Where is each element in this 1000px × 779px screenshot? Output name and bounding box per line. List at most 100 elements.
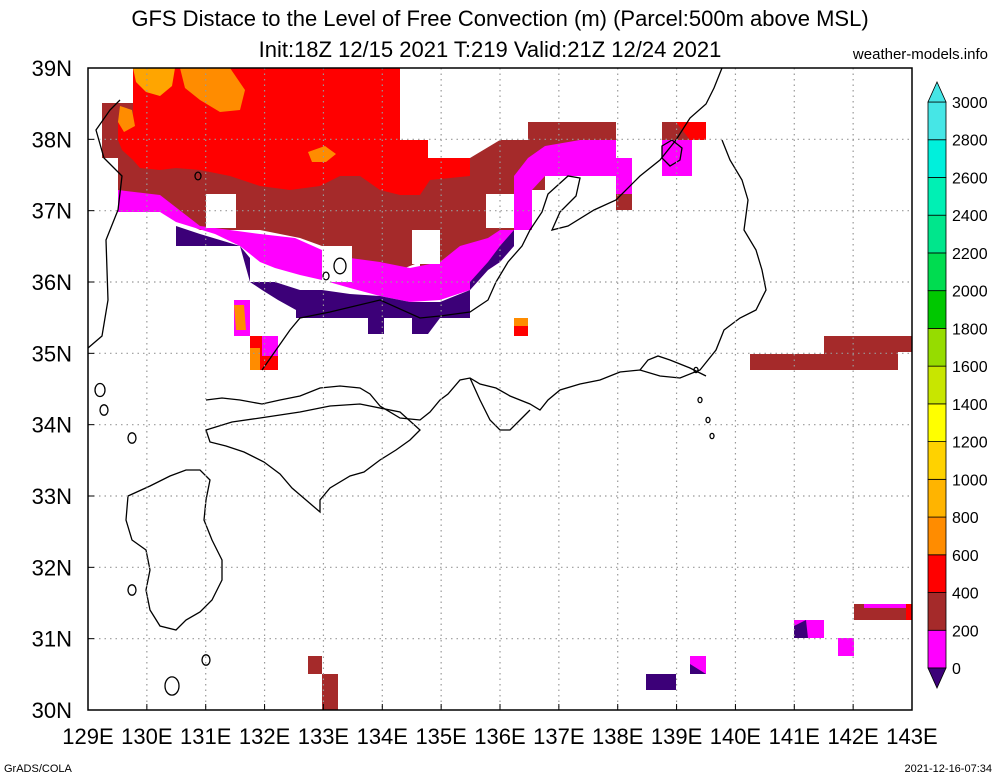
island xyxy=(693,366,699,374)
map-frame xyxy=(87,67,913,711)
field-region xyxy=(133,68,175,96)
coast-segment xyxy=(125,469,223,631)
footer-software: GrADS/COLA xyxy=(4,763,72,775)
island xyxy=(201,654,211,666)
field-region xyxy=(676,122,706,140)
field-region xyxy=(690,664,706,674)
coast-segment xyxy=(205,139,767,421)
island xyxy=(99,404,109,416)
colorbar-cell xyxy=(927,139,947,178)
missing-cell xyxy=(412,230,440,264)
lat-label: 31N xyxy=(32,627,72,652)
field-region xyxy=(514,318,528,328)
lat-label: 37N xyxy=(32,199,72,224)
field-region xyxy=(646,674,676,690)
lat-label: 39N xyxy=(32,56,72,81)
map-title: GFS Distace to the Level of Free Convect… xyxy=(131,6,869,31)
lon-label: 139E xyxy=(651,724,702,749)
colorbar-label: 2800 xyxy=(952,133,988,150)
island xyxy=(705,416,711,424)
field-region xyxy=(118,190,514,302)
field-region xyxy=(514,140,632,230)
colorbar-cell xyxy=(927,403,947,443)
island xyxy=(322,271,330,281)
colorbar-label: 1000 xyxy=(952,472,988,489)
island xyxy=(194,171,202,181)
longitude-labels: 129E 130E 131E 132E 133E 134E 135E 136E 137E 138E… xyxy=(62,724,937,749)
lon-label: 136E xyxy=(474,724,525,749)
colorbar-cell xyxy=(927,327,947,367)
coast-segment xyxy=(469,377,531,431)
colorbar-label: 2000 xyxy=(952,284,988,301)
field-region xyxy=(250,348,260,370)
island xyxy=(94,382,106,398)
site-credit: weather-models.info xyxy=(852,46,988,63)
colorbar-min-arrow xyxy=(927,667,947,689)
colorbar-label: 2400 xyxy=(952,208,988,225)
footer-timestamp: 2021-12-16-07:34 xyxy=(904,763,992,775)
colorbar-label: 600 xyxy=(952,548,979,565)
field-region xyxy=(864,604,906,608)
colorbar-cell xyxy=(927,101,947,141)
lat-label: 33N xyxy=(32,484,72,509)
island xyxy=(333,257,347,275)
colorbar-cell xyxy=(927,554,947,593)
colorbar-cell xyxy=(927,290,947,329)
colorbar-max-arrow xyxy=(927,81,947,103)
lon-label: 131E xyxy=(180,724,231,749)
coast-segment xyxy=(639,355,707,377)
lon-label: 142E xyxy=(827,724,878,749)
island xyxy=(127,584,137,596)
colorbar-cell xyxy=(927,441,947,480)
island xyxy=(709,432,715,440)
colorbar-cell xyxy=(927,592,947,631)
lat-label: 38N xyxy=(32,127,72,152)
field-region xyxy=(322,674,338,710)
coastline xyxy=(87,67,767,696)
field-region xyxy=(794,620,808,638)
colorbar-label: 3000 xyxy=(952,95,988,112)
missing-cell xyxy=(88,296,116,306)
lon-label: 134E xyxy=(357,724,408,749)
lat-label: 36N xyxy=(32,270,72,295)
lon-label: 143E xyxy=(886,724,937,749)
lon-label: 138E xyxy=(592,724,643,749)
coast-segment xyxy=(261,67,723,371)
field-region xyxy=(118,106,135,132)
colorbar-label: 200 xyxy=(952,623,979,640)
colorbar-label: 1200 xyxy=(952,435,988,452)
missing-cell xyxy=(322,246,352,282)
coast-segment xyxy=(87,99,123,349)
lat-label: 34N xyxy=(32,413,72,438)
colorbar-label: 1800 xyxy=(952,321,988,338)
colorbar-cell xyxy=(927,516,947,556)
lon-label: 135E xyxy=(415,724,466,749)
field-region xyxy=(176,226,514,334)
colorbar-label: 1400 xyxy=(952,397,988,414)
colorbar-label: 0 xyxy=(952,661,961,678)
field-region xyxy=(308,656,322,674)
colorbar-cell xyxy=(927,629,947,669)
lon-label: 133E xyxy=(298,724,349,749)
field-region xyxy=(180,68,245,112)
island xyxy=(697,396,703,404)
colorbar: 0 200 400 600 800 1000 1200 1400 1600 1800 2000 220… xyxy=(927,81,988,689)
lon-label: 137E xyxy=(533,724,584,749)
lat-label: 32N xyxy=(32,555,72,580)
lon-label: 140E xyxy=(710,724,761,749)
colorbar-cell xyxy=(927,252,947,292)
colorbar-label: 2200 xyxy=(952,246,988,263)
coast-segment xyxy=(205,403,421,514)
lon-label: 141E xyxy=(769,724,820,749)
colorbar-label: 800 xyxy=(952,510,979,527)
colorbar-cell xyxy=(927,365,947,405)
lon-label: 129E xyxy=(62,724,113,749)
colorbar-cell xyxy=(927,214,947,254)
colorbar-cell xyxy=(927,478,947,518)
colorbar-label: 400 xyxy=(952,586,979,603)
lat-label: 35N xyxy=(32,341,72,366)
field-region xyxy=(838,638,854,656)
field-region xyxy=(514,326,528,336)
island xyxy=(127,432,137,444)
